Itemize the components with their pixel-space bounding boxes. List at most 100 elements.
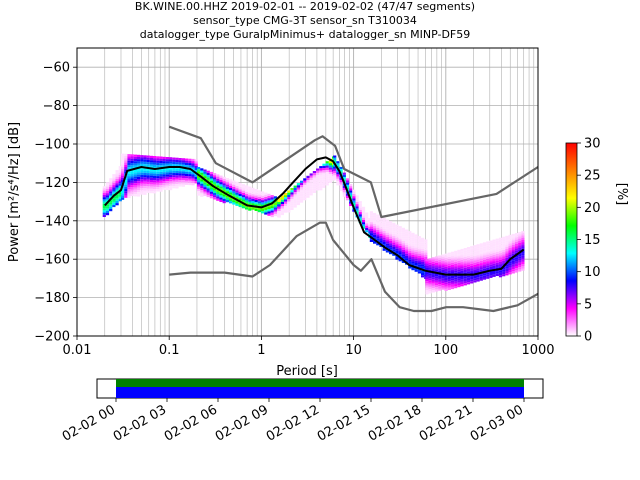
density-cell <box>185 176 189 179</box>
density-cell <box>206 192 210 195</box>
density-cell <box>153 175 157 178</box>
density-cell <box>425 268 429 271</box>
density-cell <box>156 184 160 188</box>
density-cell <box>431 285 435 289</box>
density-cell <box>149 175 153 178</box>
density-cell <box>229 199 233 202</box>
density-cell <box>293 192 297 195</box>
density-cell <box>130 158 134 161</box>
density-cell <box>118 196 122 200</box>
density-cell <box>425 283 429 286</box>
density-cell <box>109 204 113 207</box>
time-tick-label: 02-02 00 <box>60 402 118 444</box>
density-cell <box>159 178 163 181</box>
density-cell <box>434 282 439 285</box>
density-cell <box>438 264 442 267</box>
density-cell <box>254 193 258 196</box>
density-cell <box>470 263 474 266</box>
density-cell <box>222 196 226 199</box>
density-cell <box>127 189 131 192</box>
density-cell <box>479 243 483 246</box>
density-cell <box>232 191 236 194</box>
density-cell <box>336 165 340 168</box>
density-cell <box>322 163 326 166</box>
density-cell <box>398 259 402 262</box>
density-cell <box>130 163 134 166</box>
density-cell <box>511 233 515 237</box>
density-cell <box>441 274 445 277</box>
density-cell <box>405 233 409 237</box>
density-cell <box>333 168 337 171</box>
density-cell <box>127 184 131 188</box>
density-cell <box>376 214 380 217</box>
density-cell <box>361 224 366 227</box>
density-cell <box>115 181 119 184</box>
density-cell <box>447 254 451 257</box>
density-cell <box>438 275 442 278</box>
density-cell <box>473 253 477 257</box>
density-cell <box>225 182 229 185</box>
density-cell <box>133 178 137 181</box>
density-cell <box>270 195 274 198</box>
density-cell <box>498 266 503 269</box>
density-cell <box>476 270 480 273</box>
density-cell <box>153 189 157 192</box>
density-cell <box>385 241 389 244</box>
density-cell <box>178 160 182 163</box>
density-cell <box>159 163 163 166</box>
density-cell <box>124 189 128 192</box>
density-cell <box>502 260 506 264</box>
density-cell <box>102 214 106 217</box>
density-cell <box>178 175 182 178</box>
density-cell <box>296 187 300 190</box>
density-cell <box>319 172 323 175</box>
density-cell <box>287 205 291 209</box>
density-cell <box>178 169 182 172</box>
density-cell <box>165 181 169 184</box>
density-cell <box>492 257 496 260</box>
density-cell <box>518 234 522 237</box>
density-cell <box>287 203 291 206</box>
density-cell <box>261 211 265 214</box>
density-cell <box>185 178 189 181</box>
density-cell <box>194 168 198 171</box>
density-cell <box>121 180 125 183</box>
density-cell <box>213 190 217 193</box>
density-cell <box>447 268 451 271</box>
density-cell <box>115 176 119 179</box>
density-cell <box>143 164 147 167</box>
density-cell <box>514 248 519 251</box>
density-cell <box>428 278 432 281</box>
density-cell <box>489 242 493 245</box>
density-cell <box>352 189 356 192</box>
density-cell <box>159 160 163 164</box>
density-cell <box>518 249 522 252</box>
density-cell <box>140 161 144 164</box>
density-cell <box>379 236 383 239</box>
density-cell <box>293 196 297 199</box>
density-cell <box>127 193 131 196</box>
density-cell <box>398 252 402 255</box>
density-cell <box>197 171 201 174</box>
colorbar-label: [%] <box>614 183 629 206</box>
density-cell <box>444 282 448 285</box>
density-cell <box>181 178 185 181</box>
density-cell <box>127 162 131 166</box>
density-cell <box>146 155 150 158</box>
density-cell <box>130 180 134 183</box>
density-cell <box>319 183 323 186</box>
y-tick-label: −120 <box>34 176 70 191</box>
density-cell <box>417 236 421 239</box>
density-cell <box>398 232 402 235</box>
density-cell <box>121 177 125 180</box>
density-cell <box>172 175 176 178</box>
density-cell <box>319 177 323 180</box>
density-cell <box>115 203 119 206</box>
density-cell <box>411 257 415 260</box>
density-cell <box>149 186 153 189</box>
density-cell <box>521 246 525 249</box>
density-cell <box>194 181 198 184</box>
density-cell <box>159 158 163 161</box>
density-cell <box>235 181 239 184</box>
density-cell <box>213 192 217 196</box>
